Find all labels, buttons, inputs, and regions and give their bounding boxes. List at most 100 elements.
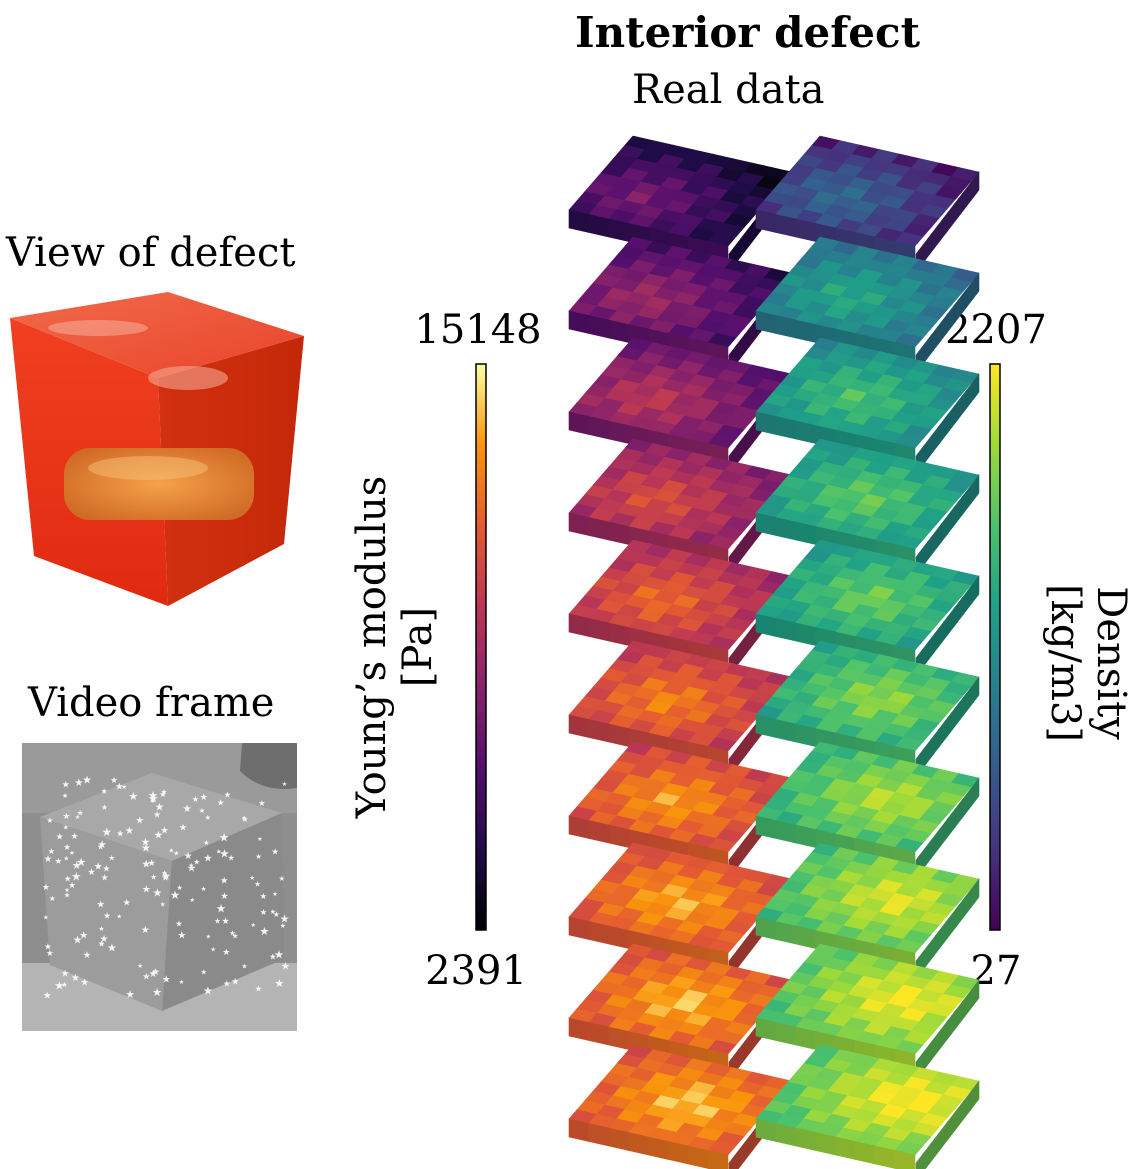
slice-side-edge	[736, 535, 746, 566]
youngs-modulus-slices	[568, 135, 793, 1169]
speckle-star: ★	[107, 942, 117, 955]
speckle-star: ★	[101, 786, 108, 796]
slice-front-edge	[707, 1150, 729, 1169]
slice-2	[755, 236, 980, 374]
slice-side-edge	[923, 535, 933, 566]
speckle-star: ★	[46, 816, 53, 825]
speckle-star: ★	[161, 787, 168, 796]
slice-side-edge	[736, 1141, 746, 1169]
slice-side-edge	[744, 828, 753, 859]
slice-side-edge	[744, 323, 753, 354]
speckle-star: ★	[44, 854, 53, 865]
slice-side-edge	[744, 222, 753, 253]
speckle-star: ★	[96, 864, 102, 871]
slice-side-edge	[939, 919, 948, 950]
speckle-star: ★	[153, 810, 161, 820]
speckle-star: ★	[97, 841, 104, 851]
speckle-star: ★	[54, 857, 62, 867]
slice-side-edge	[744, 1131, 753, 1162]
speckle-star: ★	[219, 846, 229, 860]
speckle-star: ★	[280, 913, 290, 926]
speckle-star: ★	[116, 912, 122, 920]
speckle-star: ★	[203, 839, 209, 847]
slice-side-edge	[931, 929, 940, 960]
slice-side-edge	[923, 1040, 933, 1071]
speckle-star: ★	[87, 867, 95, 878]
speckle-star: ★	[270, 908, 276, 916]
density-colorbar	[989, 363, 1001, 931]
slice-side-edge	[939, 515, 948, 546]
speckle-star: ★	[76, 855, 86, 869]
speckle-star: ★	[63, 855, 69, 863]
speckle-star: ★	[241, 815, 247, 822]
speckle-star: ★	[160, 900, 166, 908]
speckle-star: ★	[125, 988, 135, 1001]
speckle-star: ★	[161, 870, 171, 883]
speckle-star: ★	[98, 939, 105, 948]
slice-front-edge	[894, 1150, 916, 1169]
speckle-star: ★	[210, 946, 216, 954]
speckle-star: ★	[74, 777, 83, 789]
slice-6	[755, 640, 980, 778]
speckle-star: ★	[192, 794, 200, 804]
speckle-star: ★	[116, 829, 124, 839]
speckle-star: ★	[46, 949, 54, 959]
slice-side-edge	[923, 1141, 933, 1169]
slice-side-edge	[736, 434, 746, 465]
slice-side-edge	[736, 737, 746, 768]
slice-5	[755, 539, 980, 677]
speckle-star: ★	[83, 950, 91, 961]
speckle-star: ★	[141, 836, 151, 849]
speckle-star: ★	[73, 933, 83, 946]
slice-2	[568, 236, 793, 374]
speckle-star: ★	[179, 979, 185, 986]
speckle-star: ★	[259, 925, 269, 938]
speckle-star: ★	[260, 907, 268, 917]
speckle-star: ★	[150, 873, 157, 882]
speckle-star: ★	[137, 962, 143, 970]
speckle-star: ★	[258, 798, 266, 808]
speckle-star: ★	[149, 968, 158, 980]
speckle-star: ★	[103, 911, 111, 921]
slice-side-edge	[970, 373, 980, 404]
slice-side-edge	[939, 212, 948, 243]
speckle-star: ★	[154, 828, 164, 841]
slice-side-edge	[931, 727, 940, 758]
speckle-star: ★	[43, 913, 49, 921]
view-of-defect-label: View of defect	[6, 230, 296, 276]
speckle-star: ★	[153, 968, 159, 976]
slice-side-edge	[939, 1121, 948, 1152]
speckle-star: ★	[61, 980, 68, 989]
speckle-star: ★	[162, 974, 171, 985]
slice-side-edge	[939, 616, 948, 647]
speckle-star: ★	[217, 799, 225, 809]
speckle-star: ★	[77, 808, 84, 817]
speckle-star: ★	[280, 922, 286, 930]
speckle-star: ★	[255, 852, 262, 861]
slice-side-edge	[931, 424, 940, 455]
density-axis-title-line2: [kg/m3]	[1042, 584, 1088, 742]
frame-cube-top	[40, 773, 282, 861]
speckle-star: ★	[97, 838, 107, 851]
cube-top-face	[10, 292, 304, 378]
speckle-star: ★	[221, 916, 229, 927]
slice-side-edge	[931, 626, 940, 657]
slice-side-edge	[923, 737, 933, 768]
speckle-star: ★	[241, 963, 247, 971]
figure-subtitle: Real data	[632, 67, 825, 113]
figure-title: Interior defect	[575, 8, 921, 57]
speckle-star: ★	[206, 934, 212, 941]
speckle-star: ★	[71, 870, 81, 884]
speckle-star: ★	[222, 948, 230, 958]
speckle-star: ★	[62, 791, 68, 800]
speckle-star: ★	[274, 948, 284, 962]
slice-10	[755, 1044, 980, 1169]
youngs-axis-title-line1: Young’s modulus	[349, 476, 395, 820]
speckle-star: ★	[232, 932, 239, 941]
speckle-star: ★	[214, 917, 221, 926]
speckle-star: ★	[82, 774, 92, 787]
speckle-star: ★	[102, 825, 112, 839]
speckle-star: ★	[173, 850, 179, 858]
slice-side-edge	[931, 1131, 940, 1162]
density-axis-title-line1: Density	[1088, 586, 1134, 740]
